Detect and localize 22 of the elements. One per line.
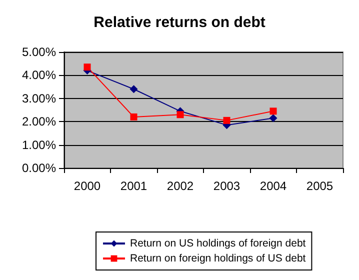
- x-tick-label: 2001: [120, 179, 148, 193]
- x-tick-label: 2004: [260, 179, 287, 193]
- point: [130, 113, 138, 120]
- point: [84, 64, 91, 71]
- x-tick-label: 2000: [74, 179, 101, 193]
- point: [223, 116, 230, 124]
- y-tick-label: 0.00%: [22, 161, 56, 175]
- x-tick-label: 2002: [166, 179, 194, 193]
- chart-title: Relative returns on debt: [94, 14, 266, 31]
- y-tick-label: 1.00%: [22, 138, 56, 152]
- point: [270, 108, 277, 115]
- point: [269, 114, 278, 122]
- y-tick-label: 3.00%: [22, 91, 56, 106]
- x-tick-label: 2003: [213, 179, 240, 193]
- y-tick-label: 4.00%: [22, 68, 56, 82]
- legend-label: Return on foreign holdings of US debt: [130, 252, 306, 264]
- legend-label: Return on US holdings of foreign debt: [130, 238, 306, 250]
- x-tick-label: 2005: [306, 179, 334, 193]
- y-tick-label: 2.00%: [22, 114, 56, 129]
- point: [176, 111, 184, 118]
- y-tick-label: 5.00%: [22, 45, 56, 59]
- point: [130, 85, 138, 94]
